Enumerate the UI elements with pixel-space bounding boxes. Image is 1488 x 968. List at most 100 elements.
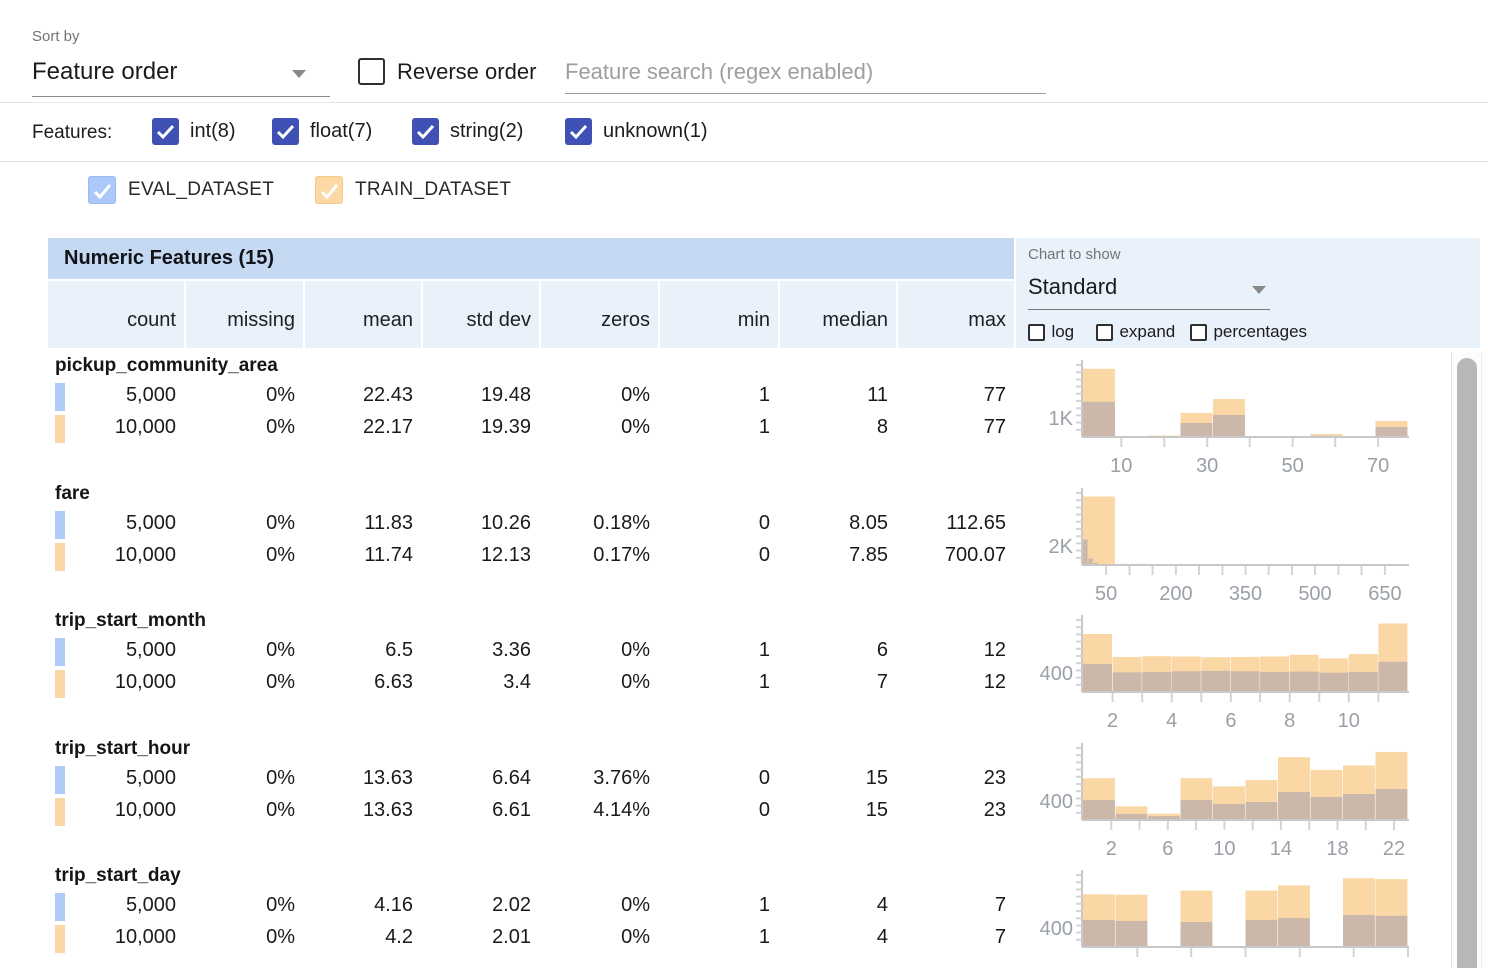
stat-median: 6	[876, 639, 888, 661]
feature-filters-row: Features: int(8) float(7) string(2) unkn…	[0, 104, 1488, 162]
percentages-label: percentages	[1213, 322, 1308, 341]
stat-median: 7.85	[849, 544, 888, 566]
stat-min: 1	[758, 384, 770, 406]
reverse-order-checkbox[interactable]	[358, 58, 385, 85]
svg-text:2: 2	[1106, 838, 1117, 860]
sort-by-label: Sort by	[32, 28, 80, 45]
check-icon	[276, 124, 295, 140]
svg-text:14: 14	[1270, 838, 1292, 860]
stat-min: 0	[758, 512, 770, 534]
svg-text:22: 22	[1383, 838, 1405, 860]
feature-histogram: 400	[1040, 862, 1460, 968]
stat-min: 0	[758, 799, 770, 821]
eval-stats-row: 5,000 0% 11.83 10.26 0.18% 0 8.05 112.65	[48, 508, 1014, 538]
stat-stddev: 2.02	[492, 894, 531, 916]
stat-count: 10,000	[114, 544, 176, 566]
train-dataset-label: TRAIN_DATASET	[355, 179, 512, 200]
dropdown-arrow-icon	[292, 70, 306, 78]
stat-max: 23	[983, 799, 1006, 821]
stat-count: 5,000	[125, 639, 176, 661]
svg-text:200: 200	[1159, 583, 1192, 605]
unknown-checkbox[interactable]	[565, 118, 592, 145]
svg-text:2: 2	[1107, 710, 1118, 732]
expand-checkbox[interactable]	[1096, 323, 1113, 341]
stat-mean: 11.83	[364, 512, 413, 534]
check-icon	[320, 184, 339, 200]
stat-min: 1	[758, 639, 770, 661]
feature-name: fare	[55, 483, 90, 504]
stat-median: 8	[876, 416, 888, 438]
table-title-bar: Numeric Features (15)	[48, 238, 1014, 279]
log-label: log	[1051, 322, 1075, 341]
svg-text:1K: 1K	[1049, 408, 1074, 430]
log-checkbox[interactable]	[1028, 323, 1045, 341]
stat-zeros: 0%	[621, 384, 650, 406]
svg-text:6: 6	[1225, 710, 1236, 732]
toolbar: Sort by Feature order Reverse order	[0, 0, 1488, 103]
svg-text:350: 350	[1229, 583, 1262, 605]
scrollbar-thumb[interactable]	[1457, 358, 1477, 968]
string-checkbox[interactable]	[412, 118, 439, 145]
svg-text:400: 400	[1040, 791, 1073, 813]
train-color-swatch	[55, 925, 65, 953]
percentages-checkbox[interactable]	[1190, 323, 1207, 341]
feature-histogram: 1K 10 30 50 70	[1040, 352, 1460, 478]
svg-text:10: 10	[1338, 710, 1360, 732]
float-checkbox[interactable]	[272, 118, 299, 145]
train-color-swatch	[55, 543, 65, 571]
stat-zeros: 0%	[621, 639, 650, 661]
filter-item-int: int(8)	[152, 118, 236, 150]
feature-row-trip-start-month: trip_start_month 5,000 0% 6.5 3.36 0% 1 …	[0, 607, 1488, 735]
train-stats-row: 10,000 0% 22.17 19.39 0% 1 8 77	[48, 412, 1014, 442]
stat-mean: 22.43	[362, 384, 413, 406]
stat-max: 77	[983, 416, 1006, 438]
eval-stats-row: 5,000 0% 4.16 2.02 0% 1 4 7	[48, 890, 1014, 920]
chart-type-select[interactable]: Standard	[1028, 268, 1270, 310]
svg-text:18: 18	[1326, 838, 1348, 860]
eval-dataset-checkbox[interactable]	[88, 176, 116, 204]
stat-zeros: 0%	[621, 416, 650, 438]
svg-text:10: 10	[1110, 455, 1132, 477]
int-checkbox[interactable]	[152, 118, 179, 145]
expand-label: expand	[1119, 322, 1176, 341]
stat-mean: 22.17	[362, 416, 413, 438]
sort-by-value: Feature order	[32, 58, 178, 85]
stat-median: 8.05	[849, 512, 888, 534]
svg-text:400: 400	[1040, 918, 1073, 940]
svg-text:10: 10	[1213, 838, 1235, 860]
stat-count: 10,000	[114, 926, 176, 948]
stat-zeros: 3.76%	[593, 767, 650, 789]
eval-color-swatch	[55, 893, 65, 921]
col-header-mean: mean	[305, 281, 421, 348]
train-dataset-checkbox[interactable]	[315, 176, 343, 204]
stat-count: 10,000	[114, 671, 176, 693]
svg-text:2K: 2K	[1049, 536, 1074, 558]
chart-to-show-label: Chart to show	[1028, 246, 1121, 263]
feature-row-trip-start-hour: trip_start_hour 5,000 0% 13.63 6.64 3.76…	[0, 735, 1488, 863]
sort-by-select[interactable]: Feature order	[32, 54, 330, 97]
stat-missing: 0%	[266, 416, 295, 438]
svg-text:50: 50	[1095, 583, 1117, 605]
stat-mean: 13.63	[362, 799, 413, 821]
scrollbar[interactable]	[1451, 352, 1482, 968]
stat-count: 5,000	[125, 384, 176, 406]
eval-dataset-label: EVAL_DATASET	[128, 179, 275, 200]
eval-color-swatch	[55, 511, 65, 539]
features-label: Features:	[32, 122, 113, 143]
stat-mean: 13.63	[362, 767, 413, 789]
stat-median: 11	[867, 384, 888, 406]
stat-max: 7	[994, 894, 1006, 916]
svg-text:30: 30	[1196, 455, 1218, 477]
stat-zeros: 0%	[621, 671, 650, 693]
stat-stddev: 6.64	[492, 767, 531, 789]
col-header-stddev: std dev	[423, 281, 539, 348]
svg-text:50: 50	[1281, 455, 1303, 477]
stat-count: 10,000	[114, 799, 176, 821]
feature-histogram: 2K 50 200 350 500 650	[1040, 480, 1460, 606]
stat-median: 15	[865, 767, 888, 789]
stat-median: 7	[876, 671, 888, 693]
stat-missing: 0%	[266, 799, 295, 821]
svg-text:650: 650	[1368, 583, 1401, 605]
stat-zeros: 0.17%	[593, 544, 650, 566]
feature-search-input[interactable]	[565, 50, 1046, 94]
